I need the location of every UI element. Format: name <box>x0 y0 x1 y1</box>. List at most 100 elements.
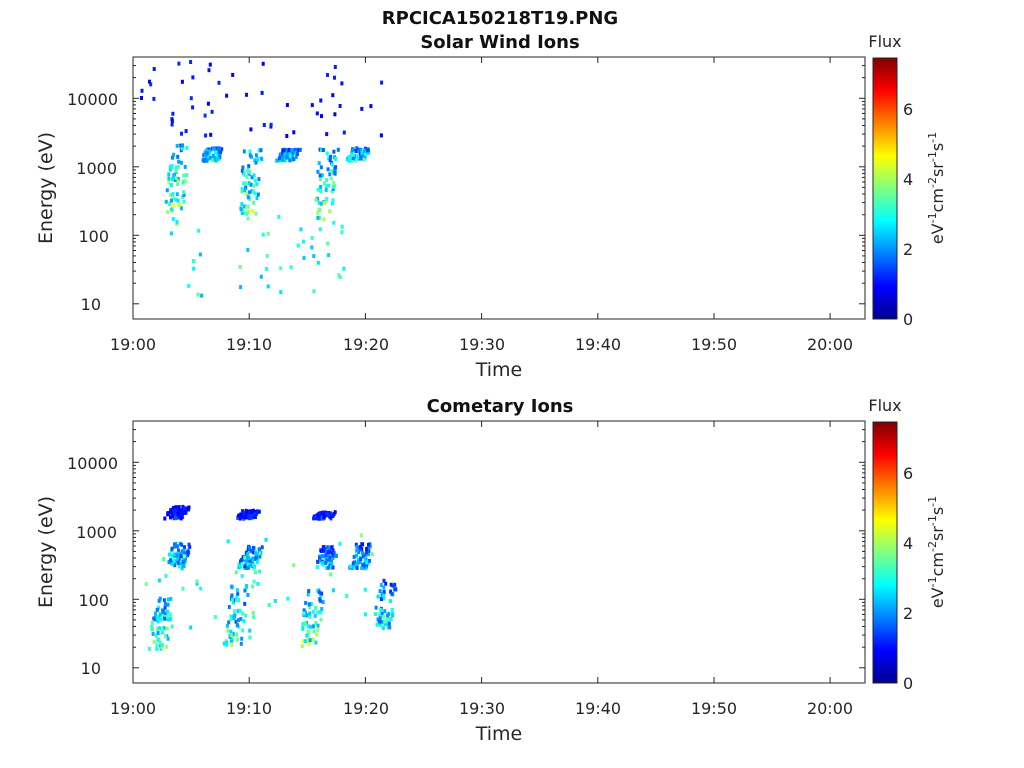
heatmap-cell <box>342 130 346 135</box>
heatmap-cell <box>329 176 333 181</box>
heatmap-cell <box>312 254 316 259</box>
heatmap-cell <box>389 599 392 604</box>
heatmap-cell <box>342 266 346 271</box>
heatmap-cell <box>365 547 368 552</box>
heatmap-cell <box>269 122 273 127</box>
heatmap-cell <box>223 641 226 646</box>
heatmap-cell <box>362 157 366 162</box>
heatmap-cell <box>151 632 155 636</box>
heatmap-cell <box>247 513 251 518</box>
heatmap-cell <box>354 149 358 153</box>
heatmap-cell <box>390 607 394 612</box>
heatmap-cell <box>324 552 328 557</box>
heatmap-cell <box>252 183 256 188</box>
heatmap-cell <box>185 145 189 150</box>
heatmap-cell <box>382 596 386 601</box>
heatmap-cell <box>260 90 264 95</box>
heatmap-cell <box>364 566 368 571</box>
heatmap-cell <box>182 190 185 195</box>
heatmap-cell <box>204 133 208 138</box>
heatmap-cell <box>237 513 241 518</box>
heatmap-cell <box>333 112 337 117</box>
heatmap-cell <box>325 197 329 201</box>
heatmap-cell <box>376 617 380 622</box>
heatmap-cell <box>301 626 305 631</box>
heatmap-cell <box>354 563 358 568</box>
heatmap-cell <box>174 508 178 513</box>
heatmap-cell <box>245 92 248 97</box>
heatmap-cell <box>379 133 383 138</box>
heatmap-cell <box>177 159 181 164</box>
heatmap-cell <box>258 569 262 574</box>
heatmap-cell <box>311 624 315 629</box>
heatmap-cell <box>382 593 386 598</box>
heatmap-cell <box>316 559 320 564</box>
heatmap-cell <box>175 553 179 558</box>
heatmap-cell <box>279 152 283 157</box>
heatmap-cell <box>157 605 161 610</box>
heatmap-cell <box>307 624 310 629</box>
heatmap-cell <box>322 201 326 206</box>
heatmap-cell <box>358 560 362 565</box>
heatmap-cell <box>303 621 307 626</box>
heatmap-cell <box>246 216 250 221</box>
heatmap-cell <box>252 508 255 513</box>
heatmap-cell <box>216 151 220 156</box>
heatmap-cell <box>315 632 319 637</box>
x-axis-cometary: 19:00 19:10 19:20 19:30 19:40 19:50 20:0… <box>110 421 853 718</box>
heatmap-cell <box>169 193 173 197</box>
heatmap-cell <box>169 558 173 563</box>
heatmap-cell <box>242 181 246 186</box>
heatmap-cell <box>253 158 257 163</box>
heatmap-cell <box>367 150 370 155</box>
heatmap-cell <box>369 104 373 109</box>
heatmap-cell <box>325 178 329 183</box>
x-tick-label: 20:00 <box>807 699 853 718</box>
heatmap-cell <box>180 566 184 571</box>
heatmap-cell <box>171 155 174 160</box>
heatmap-cell <box>248 509 252 514</box>
heatmap-cell <box>307 642 311 646</box>
svg-text:eV-1cm-2sr-1s-1: eV-1cm-2sr-1s-1 <box>926 132 947 244</box>
heatmap-cell <box>208 155 212 160</box>
heatmap-cell <box>184 129 188 134</box>
heatmap-cell <box>234 619 238 624</box>
heatmap-cell <box>330 162 334 167</box>
heatmap-cell <box>234 570 238 575</box>
heatmap-cell <box>380 80 384 85</box>
heatmap-cell <box>319 516 323 521</box>
heatmap-cell <box>246 552 250 556</box>
heatmap-cell <box>363 152 367 157</box>
x-tick-label: 19:20 <box>343 335 389 354</box>
heatmap-cell <box>229 629 233 634</box>
heatmap-cell <box>248 635 252 640</box>
heatmap-cell <box>245 558 249 563</box>
heatmap-cell <box>243 588 247 593</box>
heatmap-cell <box>180 511 184 516</box>
heatmap-cell <box>184 179 188 184</box>
y-axis-cometary: 10 100 1000 10000 <box>67 420 865 678</box>
heatmap-cell <box>256 581 260 586</box>
heatmap-cell <box>289 265 293 270</box>
heatmap-cell <box>186 549 190 554</box>
heatmap-cell <box>328 158 332 163</box>
heatmap-cell <box>240 636 244 641</box>
heatmap-cell <box>188 544 192 549</box>
heatmap-cell <box>183 554 186 559</box>
y-axis-label-cometary: Energy (eV) <box>35 496 57 608</box>
heatmap-cell <box>249 548 253 553</box>
heatmap-cell <box>240 202 244 207</box>
heatmap-cell <box>360 106 364 111</box>
heatmap-cell <box>167 172 171 177</box>
heatmap-cell <box>181 563 185 568</box>
heatmap-cell <box>182 173 186 178</box>
heatmap-cell <box>171 217 175 221</box>
heatmap-cell <box>170 546 174 551</box>
heatmap-cell <box>246 592 250 597</box>
heatmap-cell <box>390 591 394 596</box>
heatmap-cell <box>181 143 184 148</box>
heatmap-cell <box>157 615 161 620</box>
heatmap-cell <box>156 638 160 643</box>
heatmap-cell <box>249 127 253 132</box>
heatmap-cell <box>191 75 195 80</box>
